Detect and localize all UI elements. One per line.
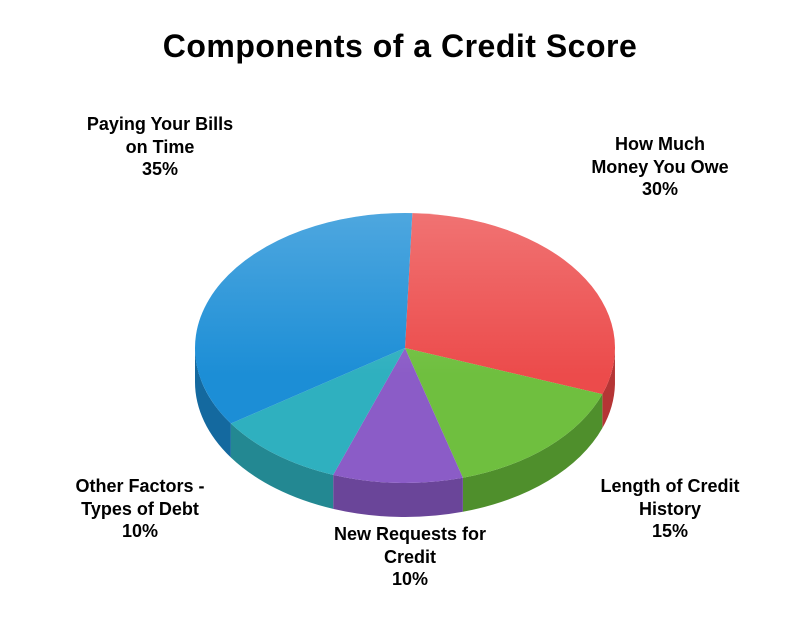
label-ontime: Paying Your Bills on Time 35% <box>50 113 270 181</box>
chart-title: Components of a Credit Score <box>0 28 800 65</box>
label-owe: How Much Money You Owe 30% <box>560 133 760 201</box>
label-new-req: New Requests for Credit 10% <box>300 523 520 591</box>
label-other: Other Factors - Types of Debt 10% <box>30 475 250 543</box>
label-history: Length of Credit History 15% <box>580 475 760 543</box>
pie-chart: How Much Money You Owe 30% Length of Cre… <box>0 73 800 613</box>
